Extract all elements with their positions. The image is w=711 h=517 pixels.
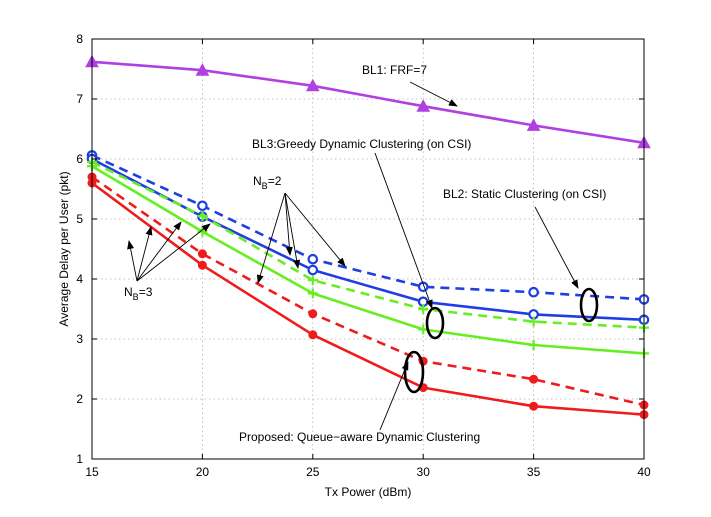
y-tick-label: 2 <box>76 392 83 406</box>
y-tick-label: 7 <box>76 92 83 106</box>
x-tick-label: 20 <box>196 465 210 479</box>
plot-background <box>92 39 644 459</box>
data-point <box>307 253 319 265</box>
arrow-nb3-b <box>136 226 153 282</box>
data-point <box>305 78 320 92</box>
y-tick-label: 8 <box>76 32 83 46</box>
annotation-bl2: BL2: Static Clustering (on CSI) <box>443 187 606 201</box>
y-tick-label: 3 <box>76 332 83 346</box>
ellipse-bl2 <box>579 287 599 323</box>
arrow-nb2-a <box>256 192 286 284</box>
y-tick-label: 4 <box>76 272 83 286</box>
arrow-bl3 <box>374 152 433 309</box>
data-point <box>529 401 539 411</box>
y-axis-label: Average Delay per User (pkt) <box>57 171 71 326</box>
arrow-nb3-d <box>136 223 211 282</box>
series-path <box>91 154 645 301</box>
y-tick-label: 6 <box>76 152 83 166</box>
data-point <box>528 316 539 327</box>
x-tick-label: 15 <box>85 465 99 479</box>
annotation-nb3: NB=3 <box>124 285 153 302</box>
arrow-nb2-d <box>284 192 346 267</box>
data-point <box>528 286 539 298</box>
plot-frame <box>91 38 645 460</box>
x-tick-label: 25 <box>306 465 320 479</box>
series-path <box>91 60 645 145</box>
data-point <box>308 330 318 340</box>
y-tick-label: 1 <box>76 452 83 466</box>
data-point <box>197 260 207 270</box>
annotation-nb2: NB=2 <box>253 174 282 191</box>
annotation-proposed: Proposed: Queue−aware Dynamic Clustering <box>239 430 480 444</box>
series-path <box>91 165 645 355</box>
series-line <box>86 150 650 305</box>
data-point <box>418 304 429 314</box>
arrow-nb3-a <box>127 240 138 282</box>
x-tick-label: 40 <box>637 465 651 479</box>
arrow-bl1 <box>409 81 458 107</box>
data-point <box>307 275 318 286</box>
y-tick-label: 5 <box>76 212 83 226</box>
data-point <box>528 340 539 350</box>
x-tick-label: 30 <box>417 465 431 479</box>
arrow-bl2 <box>534 206 579 289</box>
annotations: BL1: FRF=7 BL3:Greedy Dynamic Clustering… <box>124 63 606 444</box>
data-point <box>529 374 539 384</box>
x-tick-label: 35 <box>527 465 541 479</box>
series-path <box>91 175 645 407</box>
grid <box>92 39 644 459</box>
data-point <box>197 211 208 221</box>
annotation-bl1: BL1: FRF=7 <box>362 63 427 77</box>
data-point <box>308 309 318 319</box>
series-path <box>91 160 645 329</box>
data-point <box>307 264 319 276</box>
series-path <box>91 181 645 416</box>
data-point <box>197 200 208 212</box>
data-point <box>195 63 210 76</box>
arrow-nb2-b <box>284 192 293 256</box>
data-point <box>197 249 207 259</box>
data-point <box>526 118 541 131</box>
series-path <box>91 157 645 322</box>
ellipse-proposed <box>403 350 425 394</box>
data-point <box>416 99 431 112</box>
arrow-nb3-c <box>136 221 182 282</box>
axis-ticks: 15 20 25 30 35 40 1 2 3 4 5 6 7 8 <box>76 32 651 479</box>
arrow-nb2-c <box>284 192 301 269</box>
ellipse-bl3 <box>425 306 445 340</box>
x-axis-label: Tx Power (dBm) <box>325 485 412 499</box>
annotation-bl3: BL3:Greedy Dynamic Clustering (on CSI) <box>252 137 471 151</box>
arrow-proposed <box>379 361 409 431</box>
data-point <box>307 288 318 299</box>
